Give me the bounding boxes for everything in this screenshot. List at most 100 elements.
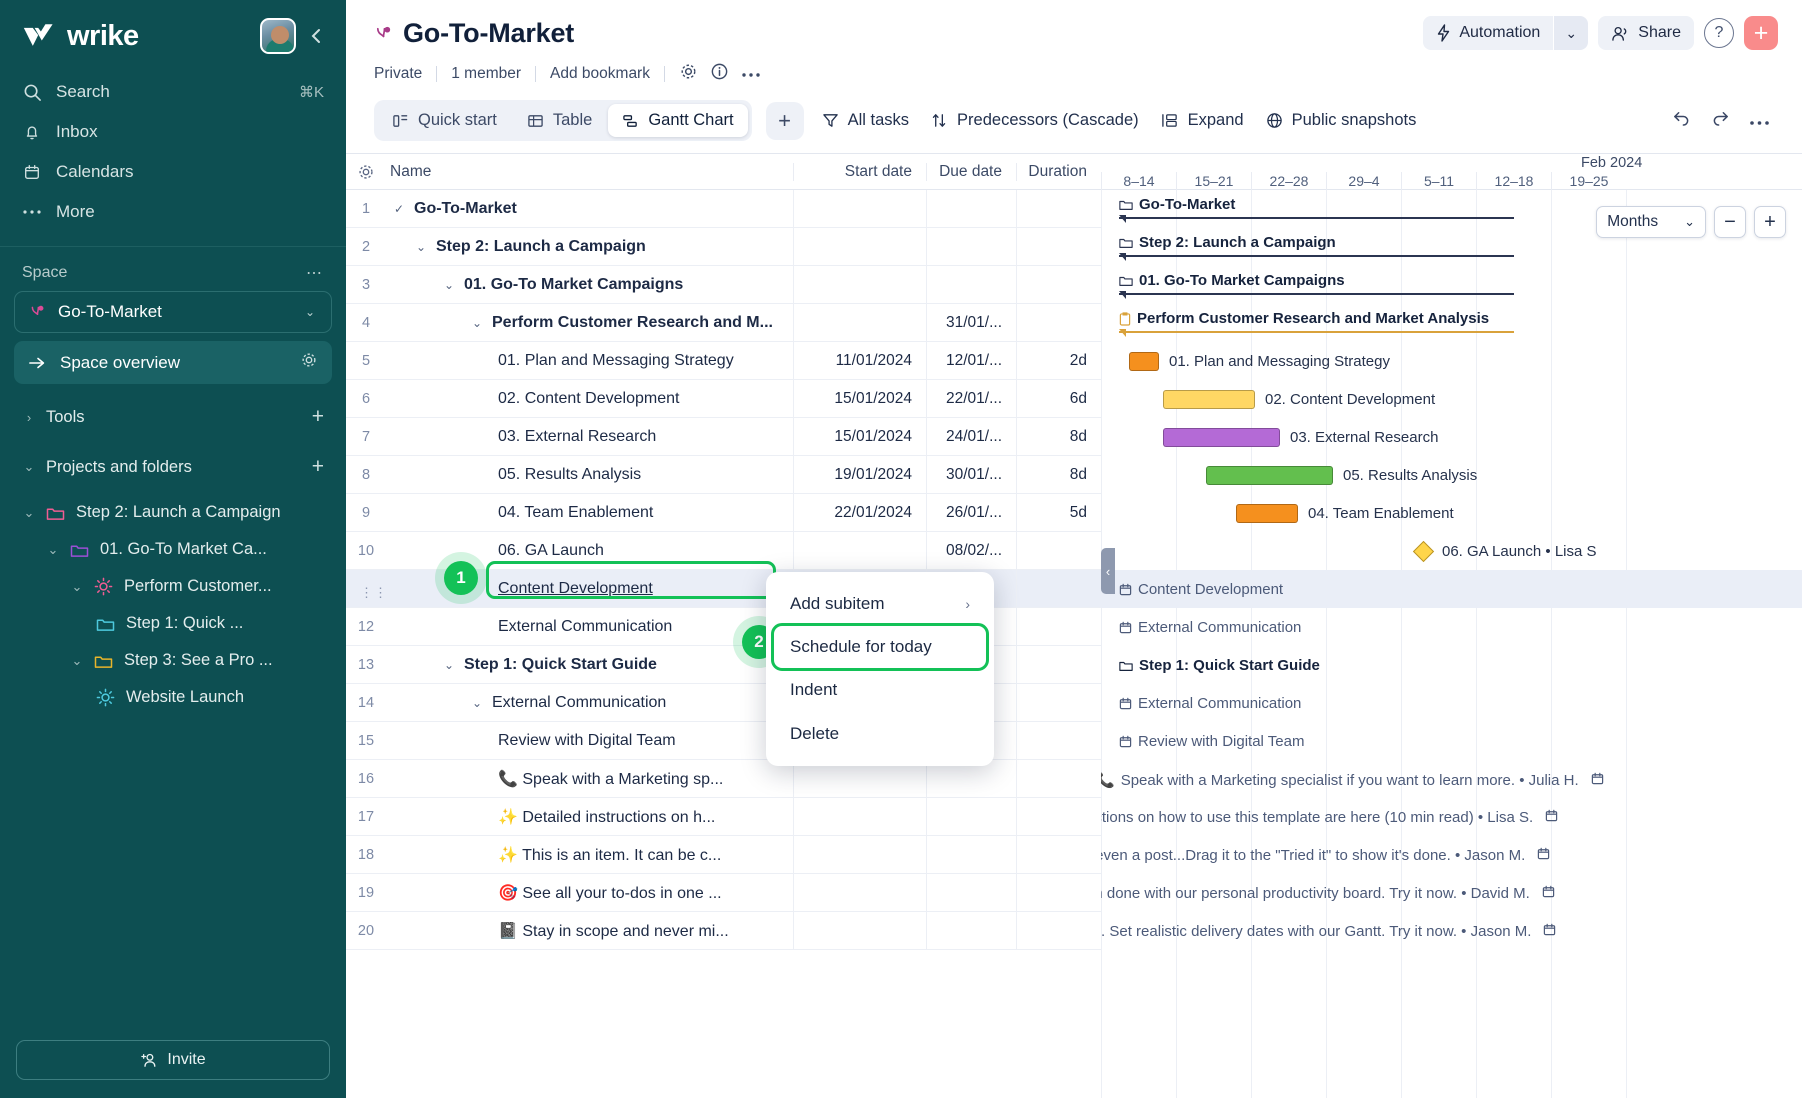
- start-date-cell[interactable]: [793, 798, 926, 835]
- start-date-cell[interactable]: [793, 760, 926, 797]
- task-name-cell[interactable]: 06. GA Launch: [386, 542, 793, 560]
- gantt-description-label[interactable]: nstructions on how to use this template …: [1101, 809, 1558, 826]
- gantt-task-label[interactable]: Content Development: [1119, 581, 1283, 598]
- gantt-summary-bar[interactable]: Go-To-Market: [1119, 196, 1514, 223]
- add-project-icon[interactable]: +: [311, 455, 324, 478]
- task-name-cell[interactable]: 05. Results Analysis: [386, 466, 793, 484]
- sidebar-tree-item-gtm-campaigns[interactable]: ⌄ 01. Go-To Market Ca...: [0, 531, 346, 568]
- start-date-cell[interactable]: [793, 190, 926, 227]
- gantt-description-label[interactable]: adline. Set realistic delivery dates wit…: [1101, 923, 1556, 940]
- sidebar-item-projects-folders[interactable]: ⌄ Projects and folders +: [0, 446, 346, 488]
- privacy-label[interactable]: Private: [374, 65, 423, 82]
- table-row[interactable]: 8 05. Results Analysis 19/01/2024 30/01/...…: [346, 456, 1101, 494]
- automation-button[interactable]: Automation: [1423, 16, 1554, 50]
- sidebar-tree-item-step1-quick[interactable]: Step 1: Quick ...: [0, 605, 346, 642]
- task-name-cell[interactable]: 04. Team Enablement: [386, 504, 793, 522]
- due-date-cell[interactable]: [926, 266, 1016, 303]
- info-icon[interactable]: [710, 62, 729, 86]
- due-date-cell[interactable]: [926, 228, 1016, 265]
- gantt-description-label[interactable]: 📞 Speak with a Marketing specialist if yo…: [1101, 771, 1604, 789]
- member-count-label[interactable]: 1 member: [451, 65, 522, 82]
- gantt-summary-bar[interactable]: Step 2: Launch a Campaign: [1119, 234, 1514, 261]
- sidebar-item-tools[interactable]: › Tools +: [0, 396, 346, 438]
- sidebar-item-space-overview[interactable]: Space overview: [14, 341, 332, 384]
- plus-icon[interactable]: +: [1744, 16, 1778, 50]
- gantt-task-label[interactable]: Review with Digital Team: [1119, 733, 1304, 750]
- zoom-out-button[interactable]: −: [1714, 206, 1746, 238]
- table-row[interactable]: 9 04. Team Enablement 22/01/2024 26/01/... 5…: [346, 494, 1101, 532]
- duration-cell[interactable]: [1016, 722, 1101, 759]
- table-row[interactable]: 15 Review with Digital Team: [346, 722, 1101, 760]
- due-date-cell[interactable]: [926, 190, 1016, 227]
- task-name-cell[interactable]: External Communication: [386, 618, 793, 636]
- table-row[interactable]: 5 01. Plan and Messaging Strategy 11/01/20…: [346, 342, 1101, 380]
- question-mark-icon[interactable]: ?: [1704, 18, 1734, 48]
- table-row[interactable]: 17 ✨ Detailed instructions on h...: [346, 798, 1101, 836]
- start-date-cell[interactable]: [793, 304, 926, 341]
- duration-cell[interactable]: [1016, 608, 1101, 645]
- tab-gantt-chart[interactable]: Gantt Chart: [608, 104, 748, 137]
- due-date-cell[interactable]: 31/01/...: [926, 304, 1016, 341]
- gantt-task-bar[interactable]: [1129, 352, 1159, 371]
- due-date-cell[interactable]: 30/01/...: [926, 456, 1016, 493]
- chevron-down-icon[interactable]: ⌄: [415, 239, 427, 254]
- due-date-cell[interactable]: [926, 798, 1016, 835]
- due-date-cell[interactable]: 26/01/...: [926, 494, 1016, 531]
- gantt-summary-bar[interactable]: Perform Customer Research and Market Ana…: [1119, 310, 1514, 337]
- task-name-cell[interactable]: ⌄ 01. Go-To Market Campaigns: [386, 276, 793, 294]
- duration-cell[interactable]: [1016, 266, 1101, 303]
- gantt-description-label[interactable]: e, or even a post...Drag it to the "Trie…: [1101, 847, 1550, 864]
- add-view-button[interactable]: +: [765, 101, 804, 140]
- duration-cell[interactable]: [1016, 684, 1101, 721]
- duration-cell[interactable]: [1016, 304, 1101, 341]
- add-subitem-menu-item[interactable]: Add subitem ›: [766, 582, 994, 626]
- column-settings-icon[interactable]: [346, 163, 386, 181]
- table-row[interactable]: 6 02. Content Development 15/01/2024 22/01/…: [346, 380, 1101, 418]
- duration-cell[interactable]: [1016, 190, 1101, 227]
- start-date-cell[interactable]: [793, 266, 926, 303]
- table-row[interactable]: 10 06. GA Launch 08/02/...: [346, 532, 1101, 570]
- due-date-cell[interactable]: [926, 874, 1016, 911]
- task-name-cell[interactable]: ✨ This is an item. It can be c...: [386, 845, 793, 865]
- table-row[interactable]: 13 ⌄ Step 1: Quick Start Guide: [346, 646, 1101, 684]
- task-name-cell[interactable]: Content Development: [386, 580, 793, 598]
- predecessors-cascade-button[interactable]: Predecessors (Cascade): [927, 111, 1143, 130]
- task-name-cell[interactable]: 📞 Speak with a Marketing sp...: [386, 769, 793, 789]
- due-date-cell[interactable]: [926, 912, 1016, 949]
- more-icon[interactable]: [741, 65, 761, 83]
- collapse-sidebar-icon[interactable]: [308, 26, 324, 46]
- sidebar-tree-item-step3-pro[interactable]: ⌄ Step 3: See a Pro ...: [0, 642, 346, 679]
- column-header-duration[interactable]: Duration: [1016, 162, 1101, 181]
- duration-cell[interactable]: [1016, 798, 1101, 835]
- table-row[interactable]: 3 ⌄ 01. Go-To Market Campaigns: [346, 266, 1101, 304]
- gantt-task-label[interactable]: External Communication: [1119, 695, 1301, 712]
- task-name-cell[interactable]: 02. Content Development: [386, 390, 793, 408]
- column-header-start-date[interactable]: Start date: [793, 162, 926, 181]
- gear-icon[interactable]: [300, 351, 318, 374]
- sidebar-tree-item-perform-customer[interactable]: ⌄ Perform Customer...: [0, 568, 346, 605]
- table-row[interactable]: 16 📞 Speak with a Marketing sp...: [346, 760, 1101, 798]
- task-name-cell[interactable]: ✓ Go-To-Market: [386, 200, 793, 218]
- chevron-down-icon[interactable]: ⌄: [471, 695, 483, 710]
- table-row[interactable]: 14 ⌄ External Communication: [346, 684, 1101, 722]
- gantt-task-label[interactable]: External Communication: [1119, 619, 1301, 636]
- redo-icon[interactable]: [1710, 109, 1731, 132]
- task-name-cell[interactable]: 03. External Research: [386, 428, 793, 446]
- due-date-cell[interactable]: [926, 760, 1016, 797]
- task-name-cell[interactable]: 🎯 See all your to-dos in one ...: [386, 883, 793, 903]
- sidebar-item-calendars[interactable]: Calendars: [0, 152, 346, 192]
- column-header-name[interactable]: Name: [390, 162, 432, 180]
- duration-cell[interactable]: [1016, 646, 1101, 683]
- gear-icon[interactable]: [679, 62, 698, 86]
- tab-quick-start[interactable]: Quick start: [378, 104, 511, 137]
- space-more-icon[interactable]: ⋯: [306, 265, 324, 282]
- duration-cell[interactable]: [1016, 532, 1101, 569]
- task-name-cell[interactable]: ✨ Detailed instructions on h...: [386, 807, 793, 827]
- start-date-cell[interactable]: [793, 874, 926, 911]
- start-date-cell[interactable]: 11/01/2024: [793, 342, 926, 379]
- due-date-cell[interactable]: 12/01/...: [926, 342, 1016, 379]
- due-date-cell[interactable]: 24/01/...: [926, 418, 1016, 455]
- duration-cell[interactable]: [1016, 228, 1101, 265]
- task-name-cell[interactable]: ⌄ External Communication: [386, 694, 793, 712]
- gantt-task-bar[interactable]: [1163, 428, 1280, 447]
